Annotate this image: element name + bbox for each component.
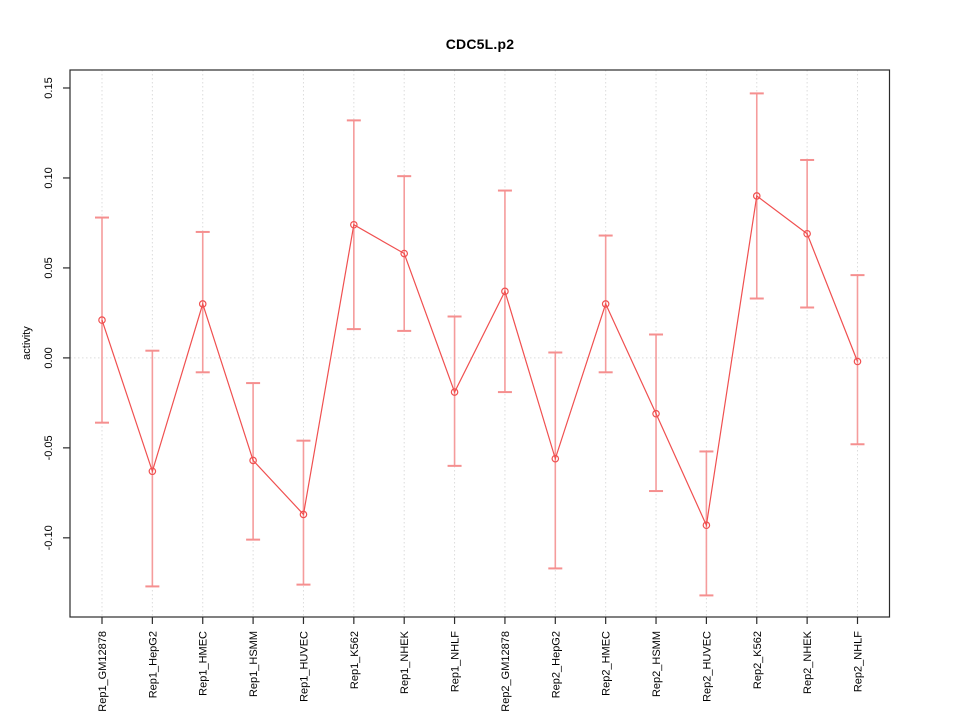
x-tick-label: Rep1_NHEK	[399, 630, 411, 694]
plot-box	[69, 69, 891, 618]
x-tick-label: Rep1_HUVEC	[298, 631, 310, 702]
data-point	[803, 229, 811, 238]
y-tick-label: 0.00	[43, 347, 55, 368]
x-tick-label: Rep2_GM12878	[500, 631, 512, 712]
data-point	[148, 467, 157, 476]
y-axis-label: activity	[21, 326, 33, 360]
x-tick-label: Rep2_HMEC	[601, 631, 613, 696]
data-point	[853, 357, 862, 366]
x-tick-label: Rep2_HSMM	[651, 631, 663, 697]
x-tick-label: Rep1_HMEC	[198, 631, 210, 696]
data-point	[400, 249, 409, 258]
y-tick-label: 0.05	[43, 257, 55, 278]
data-point	[299, 510, 308, 519]
data-point	[551, 454, 560, 463]
series-line	[101, 194, 859, 528]
x-tick-label: Rep2_K562	[752, 631, 764, 689]
x-tick-label: Rep1_K562	[349, 631, 361, 689]
x-tick-label: Rep2_HepG2	[550, 631, 562, 698]
data-point	[98, 316, 106, 324]
x-tick-label: Rep1_HepG2	[147, 631, 159, 698]
x-tick-label: Rep1_NHLF	[450, 631, 462, 692]
data-point	[601, 300, 610, 308]
data-point	[198, 300, 207, 308]
chart-title: CDC5L.p2	[445, 36, 515, 52]
x-tick-label: Rep1_GM12878	[97, 631, 109, 712]
x-tick-label: Rep1_HSMM	[248, 631, 260, 697]
y-tick-label: 0.15	[43, 77, 55, 98]
data-point	[350, 220, 358, 229]
x-tick-label: Rep2_HUVEC	[701, 631, 713, 702]
x-tick-label: Rep2_NHEK	[802, 630, 814, 694]
data-point	[249, 456, 257, 465]
x-tick-label: Rep2_NHLF	[853, 631, 865, 692]
y-tick-label: -0.05	[43, 435, 55, 460]
y-tick-label: 0.10	[43, 167, 55, 188]
y-tick-label: -0.10	[43, 525, 55, 550]
data-point	[450, 388, 459, 396]
data-point	[652, 409, 660, 418]
data-point	[752, 192, 761, 200]
data-point	[501, 287, 509, 296]
data-point	[702, 521, 711, 530]
